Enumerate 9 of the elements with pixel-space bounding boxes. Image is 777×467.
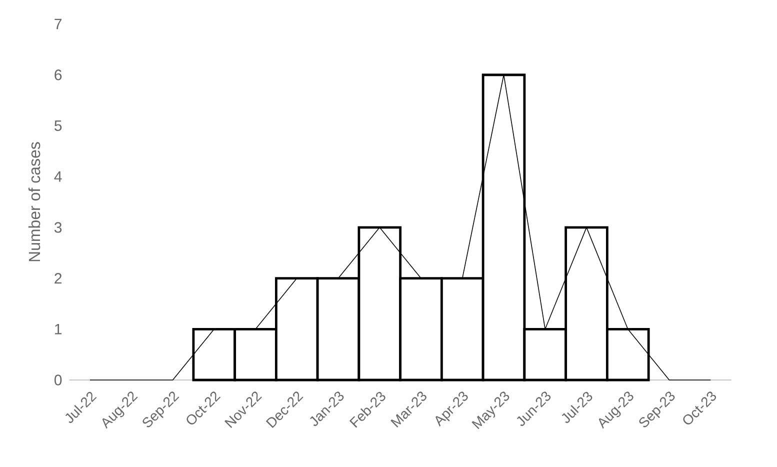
y-tick-label: 3: [54, 222, 62, 233]
y-tick-label: 2: [54, 273, 62, 284]
y-axis-title: Number of cases: [28, 142, 40, 262]
y-tick-label: 6: [54, 70, 62, 80]
y-tick-label: 5: [54, 120, 62, 131]
y-tick-label: 7: [54, 18, 62, 30]
y-tick-label: 1: [55, 324, 62, 334]
y-tick-label: 0: [54, 374, 62, 386]
y-tick-label: 4: [54, 171, 62, 182]
